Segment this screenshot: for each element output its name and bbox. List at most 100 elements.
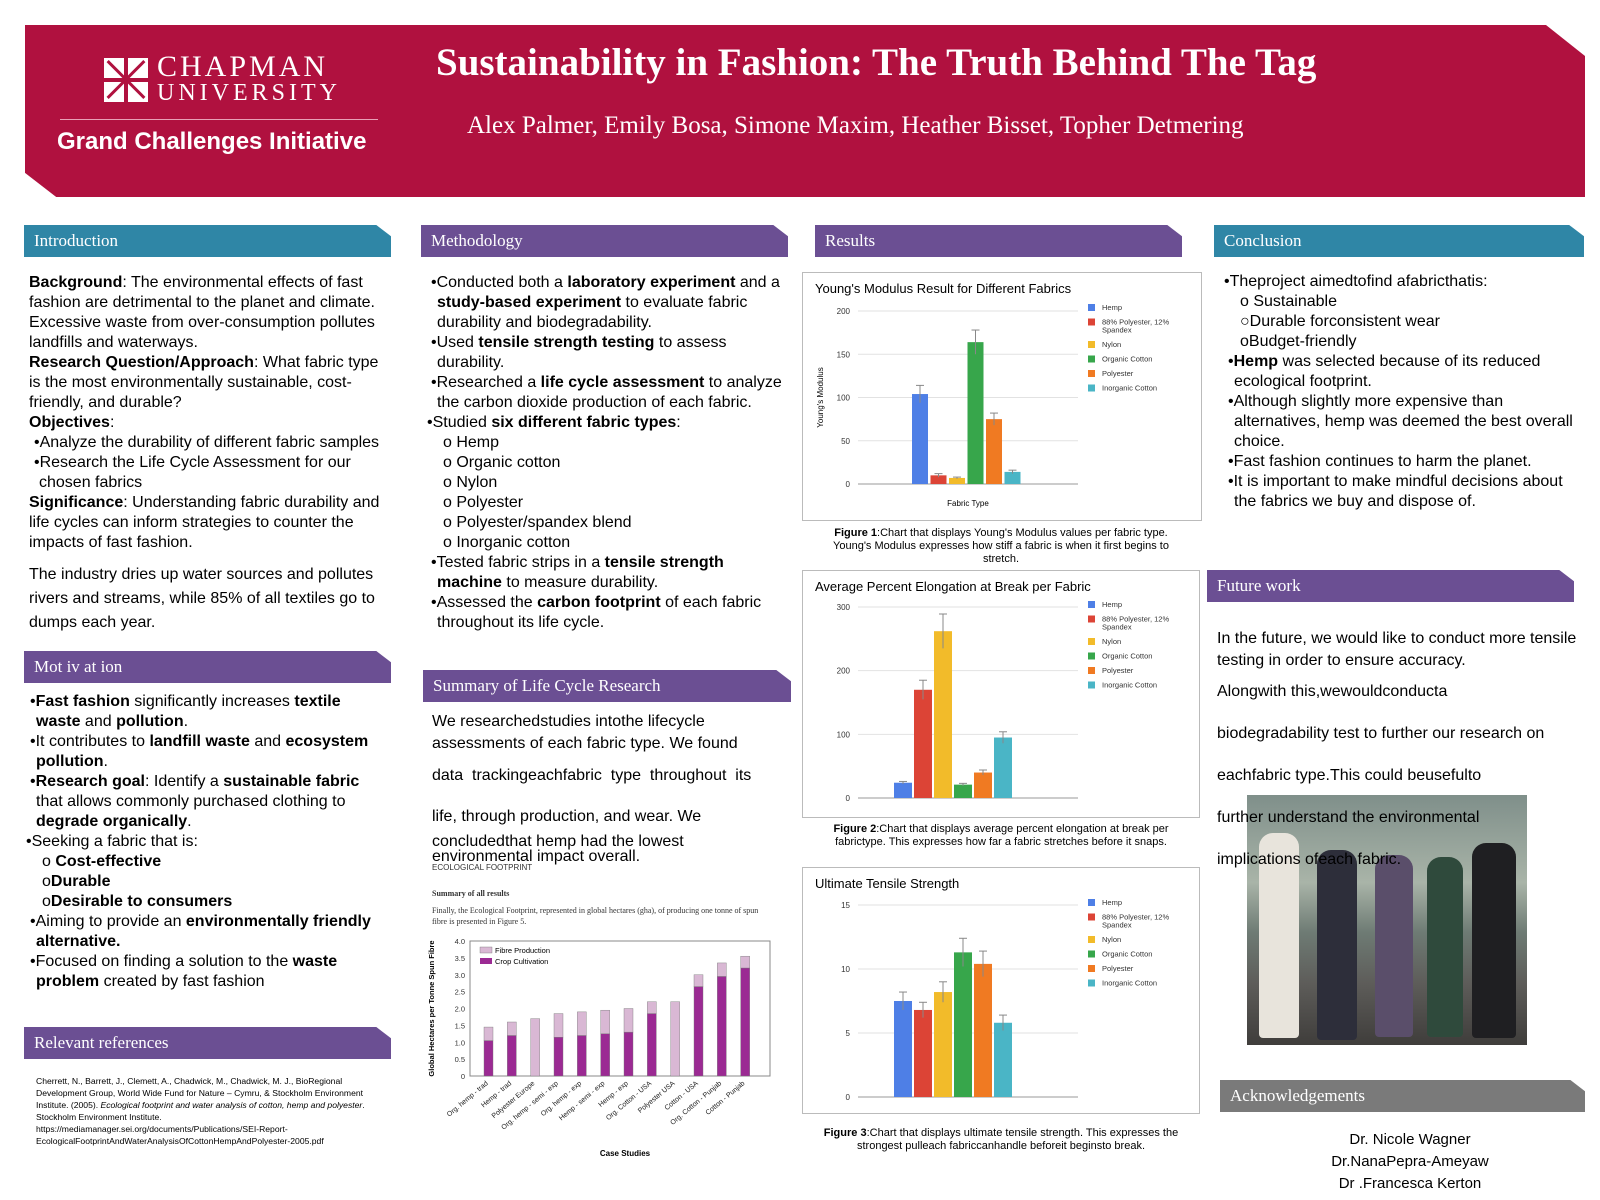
legend-label: Inorganic Cotton: [1102, 681, 1157, 690]
legend-label: Hemp: [1102, 600, 1122, 609]
y-tick-label: 150: [837, 350, 851, 359]
figure1-caption: Figure 1:Chart that displays Young's Mod…: [833, 527, 1169, 565]
objective-item: •Analyze the durability of different fab…: [34, 434, 380, 451]
y-tick-label: 0: [461, 1072, 465, 1081]
conclusion-body: •Theproject aimedtofind afabricthatis: o…: [1224, 272, 1576, 512]
legend-swatch: [1088, 615, 1095, 623]
chart-panel-3: Ultimate Tensile Strength 0 5 10 15 Hemp 88% P…: [802, 867, 1200, 1114]
legend-swatch: [1088, 384, 1095, 392]
rq-text: : What fabric type is the most environme…: [29, 354, 379, 411]
lifecycle-heading: Summary of Life Cycle Research: [423, 670, 791, 702]
method-bullet: •Tested fabric strips in a tensile stren…: [431, 554, 724, 591]
motivation-bullet: •Fast fashion significantly increases te…: [30, 693, 341, 730]
objectives-paragraph: Objectives:: [29, 413, 381, 433]
introduction-heading: Introduction: [24, 225, 391, 257]
eco-footprint-subheader: Summary of all results: [432, 889, 510, 898]
figure2-caption: Figure 2:Chart that displays average per…: [833, 823, 1169, 848]
bar-hemp: [894, 782, 912, 798]
y-tick-label: 0.5: [455, 1055, 465, 1064]
legend-label: Inorganic Cotton: [1102, 384, 1157, 393]
future-work-heading: Future work: [1207, 570, 1574, 602]
stack-crop-cultivation: [693, 986, 704, 1077]
fabric-item: o Nylon: [443, 474, 498, 491]
method-bullet: •Assessed the carbon footprint of each f…: [431, 594, 762, 631]
legend-label: 88% Polyester, 12%: [1102, 913, 1169, 922]
legend-swatch: [1088, 304, 1095, 311]
figure3-caption: Figure 3:Chart that displays ultimate te…: [823, 1127, 1179, 1152]
chart-panel-1: Young's Modulus Result for Different Fab…: [802, 272, 1202, 521]
future-line: Alongwith this,wewouldconducta: [1217, 683, 1448, 700]
legend-swatch: [479, 946, 493, 954]
future-line: biodegradability test to further our res…: [1217, 725, 1545, 742]
lifecycle-line: concludedthat hemp had the lowest: [432, 833, 684, 850]
y-tick-label: 3.5: [455, 954, 465, 963]
bar-organic-cotton: [954, 784, 972, 798]
motivation-bullet: •Seeking a fabric that is:: [26, 833, 198, 850]
bar-organic-cotton: [954, 952, 972, 1097]
method-bullet: •Researched a life cycle assessment to a…: [431, 374, 782, 411]
y-tick-label: 2.5: [455, 988, 465, 997]
stack-crop-cultivation: [623, 1031, 634, 1077]
bar-nylon: [949, 477, 965, 484]
legend-label: Polyester: [1102, 964, 1134, 973]
youngs-modulus-chart: Young's Modulus Result for Different Fab…: [815, 281, 1169, 508]
legend-swatch: [1088, 913, 1095, 921]
future-line: implications ofeach fabric.: [1217, 851, 1402, 868]
stack-crop-cultivation: [483, 1040, 494, 1077]
bar-inorganic-cotton: [994, 737, 1012, 798]
y-tick-label: 50: [841, 437, 850, 446]
stack-crop-cultivation: [577, 1035, 587, 1077]
lifecycle-line: We researchedstudies intothe lifecycle: [432, 713, 705, 730]
y-tick-label: 200: [837, 667, 851, 676]
methodology-heading: Methodology: [421, 225, 788, 257]
x-axis-label: Fabric Type: [947, 499, 989, 508]
bar-88-polyester-12-spandex: [914, 1009, 932, 1097]
legend-swatch: [1088, 950, 1095, 958]
logo-divider: [60, 119, 378, 120]
bar-inorganic-cotton: [1004, 471, 1021, 484]
future-line: eachfabric type.This could beusefulto: [1217, 767, 1482, 784]
eco-footprint-header: ECOLOGICAL FOOTPRINT: [432, 863, 533, 872]
y-tick-label: 200: [837, 307, 851, 316]
future-line: further understand the environmental: [1217, 809, 1480, 826]
x-tick-label: Org. hemp - exp: [540, 1080, 583, 1118]
background-paragraph: Background: The environmental effects of…: [29, 273, 381, 353]
bar-organic-cotton: [967, 342, 984, 484]
legend-label: Hemp: [1102, 898, 1122, 907]
conclusion-bullet: •Although slightly more expensive than a…: [1228, 393, 1573, 450]
conclusion-subitem: oBudget-friendly: [1240, 333, 1357, 350]
header-banner: [25, 25, 1585, 197]
method-bullet: •Used tensile strength testing to assess…: [431, 334, 727, 371]
y-tick-label: 0: [846, 794, 851, 803]
conclusion-subitem: ○Durable forconsistent wear: [1240, 313, 1440, 330]
legend-swatch: [1088, 601, 1095, 608]
legend-swatch: [1088, 638, 1095, 645]
future-line: In the future, we would like to conduct …: [1217, 630, 1577, 669]
legend-swatch: [1088, 355, 1095, 363]
motivation-bullet: •Research goal: Identify a sustainable f…: [30, 773, 360, 830]
motivation-bullet: •It contributes to landfill waste and ec…: [30, 733, 369, 770]
references-heading: Relevant references: [24, 1027, 391, 1059]
rq-label: Research Question/Approach: [29, 354, 254, 371]
background-label: Background: [29, 274, 123, 291]
fabric-item: o Inorganic cotton: [443, 534, 571, 551]
motivation-heading: Mot iv at ion: [24, 651, 391, 683]
significance-paragraph: Significance: Understanding fabric durab…: [29, 493, 381, 553]
criteria-item: oDurable: [42, 873, 111, 890]
conclusion-subitem: o Sustainable: [1240, 293, 1337, 310]
legend-label: Inorganic Cotton: [1102, 979, 1157, 988]
stack-crop-cultivation: [600, 1033, 610, 1077]
legend-label: Organic Cotton: [1102, 950, 1152, 959]
motivation-body: •Fast fashion significantly increases te…: [26, 692, 386, 992]
legend-swatch: [1088, 341, 1095, 348]
legend-label: Spandex: [1102, 921, 1132, 930]
bar-polyester: [974, 772, 992, 798]
results-heading: Results: [815, 225, 1182, 257]
poster-title: Sustainability in Fashion: The Truth Beh…: [436, 41, 1317, 84]
bar-hemp: [894, 1001, 912, 1097]
y-axis-label: Global Hectares per Tonne Spun Fibre: [427, 940, 436, 1076]
objectives-colon: :: [109, 414, 115, 431]
conclusion-bullet: •Theproject aimedtofind afabricthatis:: [1224, 273, 1488, 290]
stack-fibre-production: [483, 1026, 494, 1041]
stack-fibre-production: [530, 1018, 540, 1077]
